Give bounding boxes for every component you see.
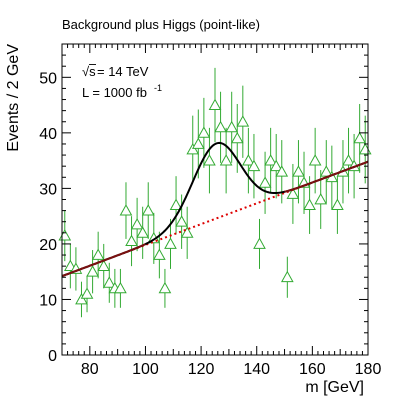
data-point (197, 126, 211, 138)
x-tick-label: 100 (132, 361, 159, 378)
data-point (153, 248, 166, 260)
data-point (208, 98, 222, 110)
y-tick-label: 0 (48, 348, 57, 365)
data-point (331, 198, 344, 210)
x-tick-label: 80 (81, 361, 99, 378)
data-point (191, 137, 205, 149)
data-point (225, 120, 239, 133)
data-point (275, 165, 289, 177)
data-point (114, 281, 127, 294)
data-point (136, 226, 150, 238)
data-point (102, 276, 116, 288)
data-point (303, 198, 316, 210)
data-point (141, 204, 155, 216)
data-point (253, 237, 266, 249)
x-tick-label: 120 (188, 361, 215, 378)
data-point (158, 281, 172, 294)
data-point (175, 215, 188, 227)
data-point (219, 154, 233, 166)
data-point (80, 287, 94, 299)
data-point (319, 165, 333, 177)
data-point (91, 248, 105, 260)
chart-title: Background plus Higgs (point-like) (62, 17, 260, 32)
energy-annotation-sqrt: √s (82, 64, 96, 79)
y-tick-label: 50 (39, 70, 57, 87)
data-point (236, 115, 250, 127)
data-point (269, 159, 283, 172)
data-point (314, 192, 328, 205)
data-point (286, 187, 300, 199)
y-tick-label: 20 (39, 237, 57, 254)
data-point (264, 154, 277, 166)
x-axis: 80 100 120 140 160 180 (61, 44, 382, 378)
x-tick-label: 140 (243, 361, 270, 378)
y-axis: 0 10 20 30 40 50 (39, 43, 368, 365)
data-point (119, 204, 133, 216)
data-point (203, 154, 216, 166)
data-point (308, 154, 322, 166)
data-point (97, 259, 111, 272)
luminosity-annotation: L = 1000 fb (82, 85, 147, 100)
data-point (164, 237, 177, 249)
data-point (230, 131, 244, 144)
data-point (353, 131, 367, 144)
data-point (342, 154, 355, 166)
data-point (258, 176, 272, 188)
data-point (358, 142, 372, 155)
energy-annotation: = 14 TeV (97, 64, 149, 79)
signal-fit-curve (61, 141, 369, 278)
y-axis-title: Events / 2 GeV (5, 44, 22, 152)
data-point (86, 265, 99, 277)
x-tick-label: 180 (355, 361, 382, 378)
data-point (247, 159, 261, 172)
data-point (242, 154, 255, 166)
fit-overlap-curve (61, 160, 369, 278)
data-point (186, 142, 200, 155)
data-point (75, 292, 88, 305)
data-point (180, 226, 194, 238)
y-tick-label: 30 (39, 181, 57, 198)
data-point (58, 229, 72, 241)
luminosity-exponent: -1 (154, 83, 162, 93)
data-point (214, 120, 227, 133)
y-tick-label: 10 (39, 292, 57, 309)
data-point (280, 270, 294, 283)
plot-area (58, 67, 372, 318)
data-point (169, 198, 183, 210)
x-tick-label: 160 (299, 361, 326, 378)
x-axis-title: m [GeV] (305, 379, 364, 396)
data-point (125, 234, 138, 247)
data-point (292, 165, 305, 177)
data-point (130, 217, 144, 230)
y-tick-label: 40 (39, 126, 57, 143)
